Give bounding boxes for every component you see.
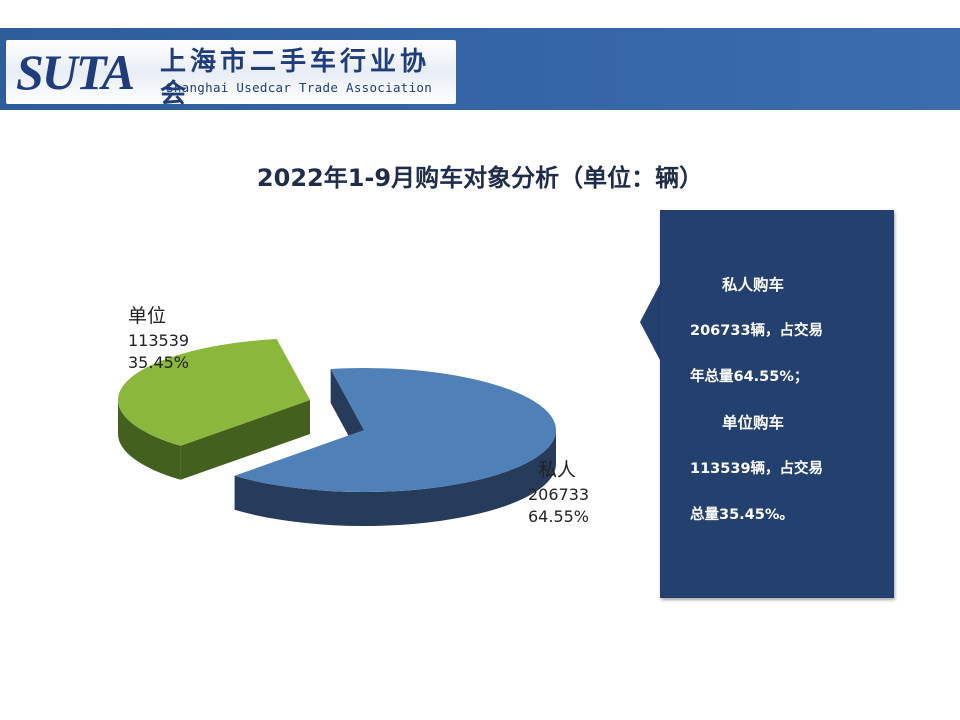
org-name-en: Shanghai Usedcar Trade Association bbox=[166, 80, 433, 95]
pie-slice-private bbox=[234, 368, 557, 492]
chart-title: 2022年1-9月购车对象分析（单位：辆） bbox=[256, 164, 704, 192]
header-banner: SUTA 上海市二手车行业协会 Shanghai Usedcar Trade A… bbox=[0, 28, 960, 110]
slice-value-unit: 113539 bbox=[128, 331, 190, 350]
callout-line: 113539辆，占交易 bbox=[690, 461, 824, 477]
pie-slice-unit-side bbox=[180, 400, 310, 480]
callout-line: 总量35.45%。 bbox=[690, 507, 794, 523]
slice-name-private: 私人 bbox=[538, 459, 577, 481]
callout-text: 私人购车 206733辆，占交易 年总量64.55%； 单位购车 113539辆… bbox=[690, 262, 886, 538]
pie-slice-private-wall bbox=[234, 430, 556, 526]
slice-percent-unit: 35.45% bbox=[128, 353, 190, 372]
logo-text: SUTA bbox=[16, 44, 135, 100]
callout-line: 私人购车 bbox=[722, 276, 785, 294]
slice-value-private: 206733 bbox=[528, 485, 590, 504]
org-name-cn: 上海市二手车行业协会 bbox=[160, 47, 431, 109]
slice-label-unit: 单位 113539 35.45% bbox=[128, 302, 189, 374]
slice-label-private: 私人 206733 64.55% bbox=[528, 456, 589, 528]
callout-box bbox=[660, 210, 894, 598]
pie-slice-unit-wall bbox=[118, 400, 181, 480]
callout-line: 206733辆，占交易 bbox=[690, 323, 824, 339]
logo: SUTA 上海市二手车行业协会 Shanghai Usedcar Trade A… bbox=[6, 40, 456, 109]
slice-percent-private: 64.55% bbox=[528, 507, 590, 526]
callout-line: 单位购车 bbox=[722, 414, 785, 432]
callout-line: 年总量64.55%； bbox=[690, 369, 809, 385]
callout-pointer bbox=[640, 282, 661, 362]
slice-name-unit: 单位 bbox=[128, 305, 167, 327]
pie-slice-unit bbox=[117, 338, 310, 446]
